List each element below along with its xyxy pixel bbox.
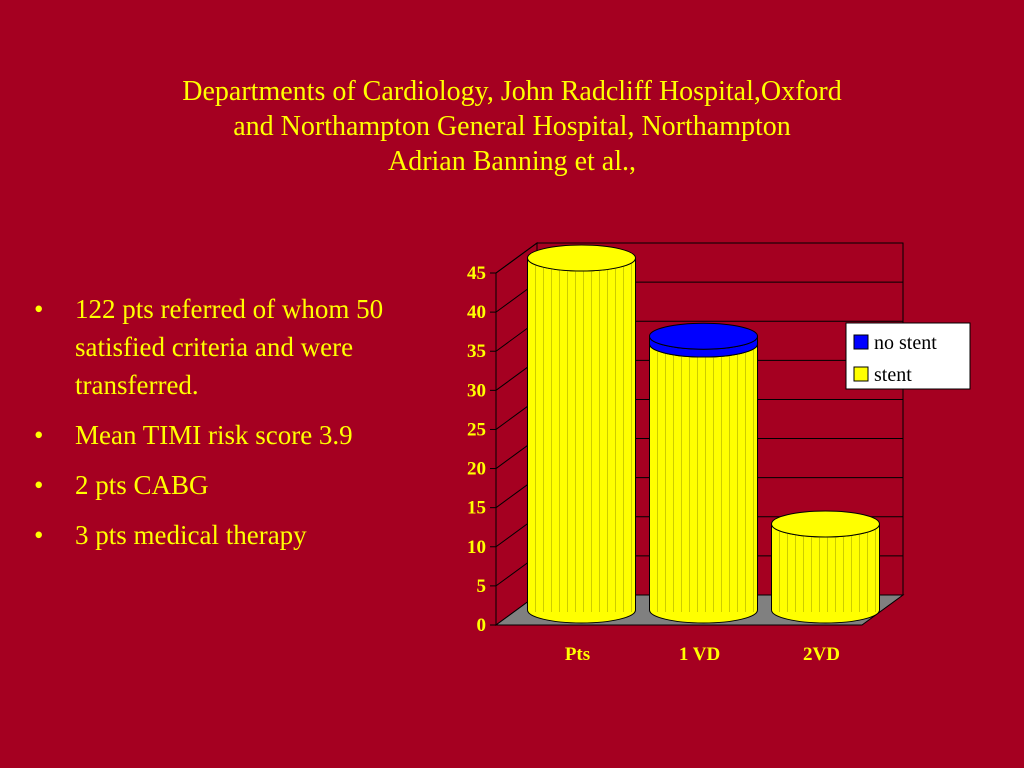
y-tick-label: 45: [467, 263, 486, 284]
bullet-list: 122 pts referred of whom 50 satisfied cr…: [30, 290, 450, 566]
y-tick-label: 20: [467, 459, 486, 480]
chart-legend: no stent stent: [845, 322, 971, 390]
x-tick-label: 2VD: [803, 644, 840, 665]
slide-title: Departments of Cardiology, John Radcliff…: [0, 74, 1024, 179]
bullet-item: 122 pts referred of whom 50 satisfied cr…: [30, 290, 450, 404]
y-tick-label: 30: [467, 380, 486, 401]
legend-swatch: [853, 334, 869, 350]
bar-top: [527, 244, 636, 272]
bullet-item: Mean TIMI risk score 3.9: [30, 416, 450, 454]
legend-swatch: [853, 366, 869, 382]
x-tick-label: Pts: [565, 644, 590, 665]
title-line-3: Adrian Banning et al.,: [387, 146, 637, 177]
bullet-item: 3 pts medical therapy: [30, 516, 450, 554]
legend-label: stent: [874, 364, 912, 386]
y-tick-label: 15: [467, 498, 486, 519]
y-tick-label: 25: [467, 419, 486, 440]
gridline-side: [495, 242, 538, 274]
bar-chart: 0 5 10 15 20 25 30 35 40 45 Pts 1 VD 2VD no stent sten…: [467, 242, 971, 665]
bullet-item: 2 pts CABG: [30, 466, 450, 504]
legend-label: no stent: [874, 332, 937, 354]
y-tick-label: 40: [467, 302, 486, 323]
bar-group-2vd: [771, 510, 880, 624]
title-line-1: Departments of Cardiology, John Radcliff…: [182, 76, 842, 107]
y-tick-label: 5: [477, 576, 487, 597]
title-line-2: and Northampton General Hospital, Northa…: [233, 111, 791, 142]
y-tick-label: 0: [477, 615, 487, 636]
y-tick-label: 10: [467, 537, 486, 558]
bar-group-1-vd: [649, 322, 758, 624]
bar-group-pts: [527, 244, 636, 624]
bar-top: [649, 322, 758, 350]
bar-top: [771, 510, 880, 538]
y-tick-label: 35: [467, 341, 486, 362]
x-tick-label: 1 VD: [679, 644, 720, 665]
